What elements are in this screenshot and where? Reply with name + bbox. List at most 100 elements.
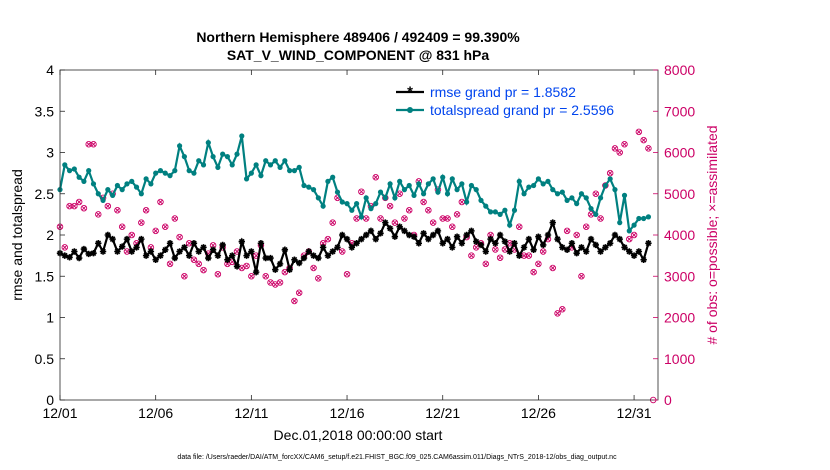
rmse-point — [90, 249, 97, 257]
obs-possible-marker — [468, 252, 475, 259]
totalspread-point — [521, 191, 527, 197]
obs-possible-marker — [405, 206, 413, 214]
rmse-point — [286, 266, 293, 273]
obs-assimilated-marker — [612, 146, 618, 151]
totalspread-point — [349, 207, 355, 213]
obs-assimilated-marker — [325, 236, 331, 242]
obs-point — [496, 254, 504, 261]
totalspread-point — [535, 176, 542, 182]
obs-assimilated-marker — [292, 298, 297, 304]
totalspread-point — [478, 197, 484, 203]
totalspread-point — [181, 154, 187, 160]
rmse-point — [506, 248, 513, 255]
obs-possible-marker — [176, 233, 183, 241]
obs-assimilated-marker — [282, 269, 288, 275]
obs-assimilated-marker — [488, 232, 493, 238]
totalspread-point — [306, 184, 312, 190]
obs-possible-marker — [621, 140, 628, 148]
obs-assimilated-marker — [617, 150, 623, 155]
obs-possible-marker — [291, 297, 298, 305]
totalspread-point — [583, 195, 589, 201]
rmse-point — [391, 233, 399, 240]
y-left-tick-label: 1 — [46, 310, 54, 326]
obs-possible-marker — [640, 136, 647, 144]
obs-possible-marker — [592, 190, 600, 197]
totalspread-point — [210, 154, 216, 160]
rmse-point — [410, 233, 418, 240]
totalspread-point — [229, 162, 235, 168]
obs-point — [85, 140, 92, 148]
rmse-point — [147, 248, 155, 255]
obs-possible-marker — [262, 273, 269, 280]
rmse-point — [114, 248, 121, 255]
totalspread-point — [114, 182, 121, 189]
obs-possible-marker — [439, 215, 446, 222]
totalspread-point — [296, 164, 302, 170]
rmse-point — [535, 233, 542, 240]
x-tick-label: 12/26 — [521, 405, 556, 421]
obs-assimilated-marker — [588, 212, 594, 217]
totalspread-point — [277, 164, 283, 170]
obs-count-markers — [56, 128, 657, 404]
obs-possible-marker — [161, 223, 169, 230]
totalspread-point — [153, 170, 159, 176]
totalspread-point — [200, 162, 207, 168]
obs-possible-marker — [61, 244, 69, 251]
obs-point — [114, 206, 121, 214]
rmse-point — [214, 252, 222, 259]
totalspread-point — [588, 206, 594, 212]
obs-possible-marker — [386, 202, 394, 210]
rmse-point — [291, 256, 298, 263]
obs-possible-marker — [425, 206, 432, 214]
totalspread-point — [444, 191, 451, 197]
obs-point — [80, 204, 88, 212]
totalspread-point — [468, 182, 475, 189]
obs-point — [128, 231, 136, 239]
obs-assimilated-marker — [421, 199, 426, 205]
obs-assimilated-marker — [72, 203, 77, 209]
obs-point — [315, 275, 322, 282]
obs-possible-marker — [195, 260, 202, 268]
obs-point — [377, 215, 384, 222]
totalspread-point — [406, 182, 412, 189]
obs-point — [372, 173, 379, 181]
rmse-point — [75, 254, 83, 262]
totalspread-point — [224, 154, 231, 160]
rmse-point — [559, 244, 566, 251]
totalspread-point — [205, 140, 211, 146]
totalspread-point — [66, 168, 73, 174]
totalspread-point — [110, 192, 116, 198]
totalspread-point — [459, 181, 465, 187]
obs-assimilated-marker — [469, 253, 474, 258]
obs-possible-marker — [377, 215, 384, 222]
totalspread-point — [502, 207, 508, 213]
obs-possible-marker — [142, 206, 150, 214]
totalspread-point — [401, 187, 408, 193]
totalspread-point — [263, 158, 269, 164]
rmse-point — [635, 248, 643, 255]
rmse-point — [362, 231, 370, 239]
obs-point — [621, 140, 628, 148]
totalspread-point — [483, 203, 489, 209]
rmse-point — [482, 248, 489, 255]
rmse-point — [358, 235, 365, 243]
totalspread-point — [105, 187, 111, 193]
obs-point — [516, 223, 523, 230]
obs-possible-marker — [582, 223, 590, 230]
totalspread-point — [597, 195, 604, 201]
plot-area-frame — [59, 69, 659, 401]
totalspread-point — [373, 201, 379, 207]
totalspread-point — [612, 187, 618, 193]
totalspread-point — [287, 168, 293, 174]
obs-point — [142, 206, 150, 214]
totalspread-point — [129, 178, 135, 184]
rmse-point — [104, 231, 112, 239]
rmse-point — [300, 254, 308, 262]
rmse-point — [573, 249, 580, 257]
obs-assimilated-marker — [483, 261, 489, 267]
obs-possible-marker — [372, 173, 379, 181]
rmse-point — [276, 260, 284, 268]
obs-possible-marker — [276, 279, 284, 286]
obs-possible-marker — [248, 273, 255, 280]
obs-possible-marker — [166, 260, 174, 268]
